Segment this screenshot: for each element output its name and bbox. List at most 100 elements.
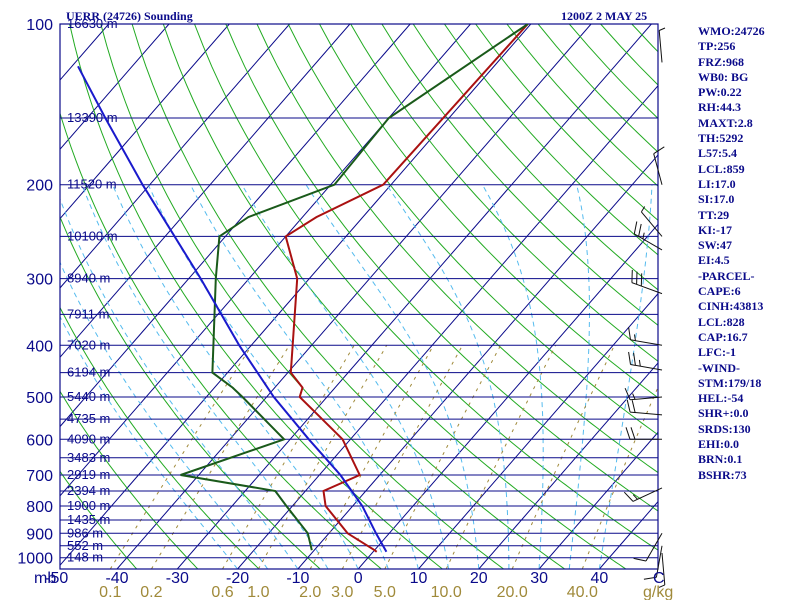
wind-barb-staff bbox=[630, 396, 663, 401]
wind-barb-staff bbox=[632, 487, 663, 502]
index-line: LCL:828 bbox=[698, 314, 745, 329]
wind-barb bbox=[631, 269, 663, 295]
wind-barb-staff bbox=[630, 364, 663, 371]
wind-barb-half-flag bbox=[658, 584, 665, 588]
mixing-ratio-tick-label: 40.0 bbox=[567, 584, 598, 600]
wind-barb bbox=[624, 388, 663, 401]
height-label: 10100 m bbox=[67, 228, 118, 243]
mixing-ratio-tick-label: 2.0 bbox=[299, 584, 321, 600]
height-label: 2394 m bbox=[67, 483, 110, 498]
height-label: 986 m bbox=[67, 525, 103, 540]
mixing-ratio-line bbox=[309, 345, 434, 569]
dry-adiabat-line bbox=[287, 24, 658, 436]
index-line: LI:17.0 bbox=[698, 176, 736, 191]
mixing-ratio-tick-label: 3.0 bbox=[331, 584, 353, 600]
isotherm-line bbox=[357, 223, 658, 569]
wind-barb-staff bbox=[645, 533, 663, 562]
dry-adiabat-line bbox=[60, 390, 199, 569]
wind-barb-staff bbox=[655, 545, 663, 578]
mixing-ratio-tick-label: 5.0 bbox=[374, 584, 396, 600]
dry-adiabat-line bbox=[100, 24, 504, 569]
dry-adiabat-line bbox=[60, 111, 382, 569]
wind-barb-half-flag bbox=[659, 27, 666, 31]
temperature-tick-label: 10 bbox=[410, 570, 428, 587]
index-line: LCL:859 bbox=[698, 161, 745, 176]
wind-barb-half-flag bbox=[632, 494, 638, 500]
moist-adiabat-line bbox=[147, 184, 389, 569]
wind-barb bbox=[633, 221, 663, 251]
profiles bbox=[77, 24, 529, 553]
mixing-ratio-line bbox=[445, 345, 557, 569]
isotherm-line bbox=[538, 431, 658, 569]
dry-adiabat-line bbox=[131, 24, 565, 569]
moist-adiabat-line bbox=[598, 184, 653, 569]
wind-barb-flag bbox=[623, 491, 634, 502]
index-line: RH:44.3 bbox=[698, 100, 741, 115]
wind-barb-flag bbox=[628, 351, 631, 365]
wind-barb-flag bbox=[633, 557, 647, 562]
wind-barb-flag bbox=[631, 400, 636, 413]
moist-adiabat-line bbox=[386, 184, 510, 569]
wind-barb-flag bbox=[624, 388, 631, 400]
temperature-tick-label: -30 bbox=[166, 570, 189, 587]
temperature-tick-label: -10 bbox=[286, 570, 309, 587]
index-line: STM:179/18 bbox=[698, 375, 762, 390]
moist-adiabat-line bbox=[112, 184, 359, 569]
wind-barb-flag bbox=[626, 399, 631, 413]
dewpoint-profile-line bbox=[180, 24, 529, 551]
index-line: HEL:-54 bbox=[698, 391, 744, 406]
wind-barb-flag bbox=[633, 352, 636, 366]
wind-barb-half-flag bbox=[634, 334, 636, 341]
isotherm-line bbox=[237, 84, 658, 569]
wind-barb bbox=[628, 327, 663, 346]
moist-adiabat-line bbox=[60, 261, 269, 569]
pressure-tick-label: 800 bbox=[26, 499, 53, 516]
pressure-tick-label: 400 bbox=[26, 338, 53, 355]
wind-barb-staff bbox=[653, 153, 663, 185]
plot-border bbox=[59, 23, 659, 570]
index-line: SI:17.0 bbox=[698, 192, 735, 207]
height-label: 7020 m bbox=[67, 337, 110, 352]
mixing-ratio-tick-label: 1.0 bbox=[247, 584, 269, 600]
wind-barb-half-flag bbox=[640, 206, 646, 213]
pressure-tick-label: 300 bbox=[26, 272, 53, 289]
index-line: BRN:0.1 bbox=[698, 452, 743, 467]
dry-adiabat-line bbox=[412, 24, 658, 291]
isotherm-line bbox=[60, 24, 411, 428]
wind-barb-staff bbox=[658, 30, 663, 63]
isotherm-line bbox=[60, 24, 290, 289]
mixing-ratio-tick-label: 20.0 bbox=[497, 584, 528, 600]
wind-barbs bbox=[623, 27, 666, 588]
index-line: TP:256 bbox=[698, 39, 736, 54]
temperature-tick-label: -40 bbox=[105, 570, 128, 587]
wind-barb-flag bbox=[625, 427, 631, 440]
dry-adiabat-line bbox=[319, 24, 658, 399]
index-line: BSHR:73 bbox=[698, 467, 747, 482]
mixing-ratio-line bbox=[222, 345, 355, 569]
pressure-tick-label: 600 bbox=[26, 432, 53, 449]
wind-barb-staff bbox=[630, 339, 663, 346]
height-label: 7911 m bbox=[67, 306, 109, 321]
wind-barb bbox=[643, 545, 663, 580]
wind-barb bbox=[640, 206, 663, 237]
index-line: MAXT:2.8 bbox=[698, 115, 753, 130]
dry-adiabat-line bbox=[162, 24, 627, 569]
index-line: EHI:0.0 bbox=[698, 437, 740, 452]
isotherm-line bbox=[60, 24, 532, 566]
isotherm-line bbox=[418, 292, 658, 569]
moist-adiabat-line bbox=[60, 315, 238, 569]
wind-barb-staff bbox=[641, 211, 663, 237]
index-line: -WIND- bbox=[698, 360, 740, 375]
height-label: 1900 m bbox=[67, 498, 110, 513]
chart-grid bbox=[60, 24, 658, 569]
isotherm-line bbox=[478, 362, 658, 569]
moist-adiabat-line bbox=[482, 184, 544, 569]
wind-barb bbox=[623, 487, 663, 502]
height-label: 2919 m bbox=[67, 467, 110, 482]
dry-adiabat-line bbox=[225, 24, 658, 512]
temperature-unit-label: C bbox=[653, 570, 665, 587]
index-line: KI:-17 bbox=[698, 222, 732, 237]
mixing-ratio-line bbox=[511, 345, 615, 569]
mixing-ratio-line bbox=[257, 345, 388, 569]
